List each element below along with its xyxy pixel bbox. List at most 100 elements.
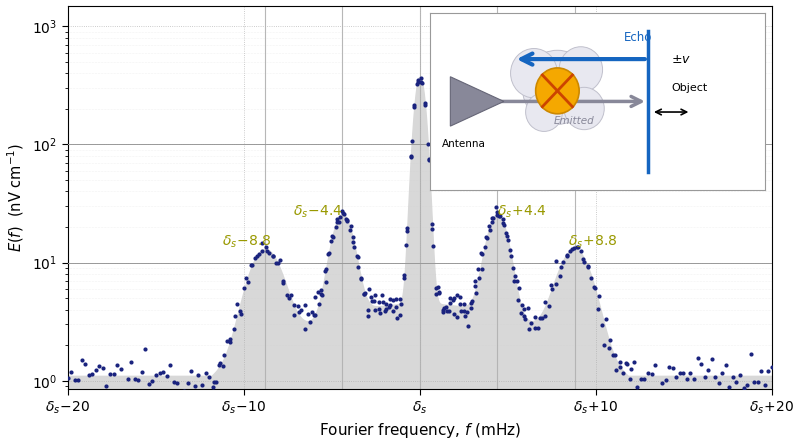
Point	[462, 323, 474, 330]
Point	[469, 282, 482, 289]
Point	[223, 339, 236, 346]
Point	[659, 376, 672, 384]
Point	[411, 77, 424, 84]
Point	[171, 379, 184, 386]
Point	[139, 346, 152, 353]
Point	[418, 100, 431, 107]
Point	[577, 256, 590, 263]
Point	[245, 261, 258, 268]
Point	[694, 361, 707, 368]
Point	[751, 379, 764, 386]
Point	[426, 225, 438, 232]
Point	[326, 234, 339, 241]
Point	[497, 216, 510, 223]
Point	[496, 219, 509, 226]
Point	[79, 361, 92, 368]
Point	[426, 220, 438, 227]
Point	[501, 233, 514, 240]
Point	[448, 310, 461, 318]
Point	[719, 362, 732, 369]
Point	[663, 363, 676, 371]
Point	[688, 376, 701, 383]
Point	[625, 365, 638, 372]
Point	[578, 258, 590, 265]
Point	[415, 74, 428, 81]
Point	[263, 249, 276, 256]
Point	[207, 378, 220, 385]
Point	[252, 251, 265, 258]
Point	[595, 321, 608, 328]
Point	[744, 351, 757, 358]
Point	[224, 335, 237, 343]
Point	[522, 305, 534, 312]
Point	[221, 337, 234, 344]
Point	[329, 223, 342, 231]
Point	[617, 369, 630, 376]
Text: $\delta_s\!-\!8.8$: $\delta_s\!-\!8.8$	[222, 233, 272, 250]
Point	[160, 372, 173, 380]
Point	[567, 245, 580, 252]
Point	[503, 246, 516, 253]
Point	[539, 313, 552, 320]
Point	[507, 264, 520, 272]
Point	[308, 312, 321, 319]
Point	[75, 356, 88, 363]
Point	[589, 285, 602, 292]
Point	[309, 312, 322, 319]
Point	[274, 256, 286, 264]
Point	[532, 324, 545, 331]
Point	[355, 275, 368, 282]
Point	[256, 240, 269, 247]
Point	[411, 79, 424, 86]
Point	[458, 312, 471, 319]
Point	[135, 368, 148, 376]
Point	[447, 294, 460, 301]
Point	[494, 213, 506, 220]
Point	[475, 249, 488, 256]
Point	[383, 304, 396, 311]
Point	[206, 384, 219, 391]
Point	[620, 360, 633, 367]
Point	[502, 236, 514, 243]
Point	[566, 245, 578, 252]
Point	[603, 336, 616, 343]
Point	[213, 361, 226, 368]
Point	[442, 307, 455, 314]
Point	[298, 302, 311, 309]
Point	[323, 249, 336, 256]
Point	[357, 290, 370, 297]
Point	[229, 312, 242, 319]
Point	[309, 293, 322, 300]
Point	[408, 103, 421, 111]
Point	[350, 252, 363, 260]
Point	[464, 300, 477, 307]
Point	[624, 376, 637, 383]
Point	[627, 358, 640, 365]
Point	[369, 306, 382, 314]
Point	[500, 230, 513, 237]
Point	[681, 376, 694, 383]
Point	[400, 241, 413, 248]
Point	[293, 309, 306, 316]
Point	[401, 225, 414, 232]
Point	[281, 291, 294, 298]
Point	[451, 292, 464, 299]
Point	[741, 382, 754, 389]
Point	[196, 381, 209, 388]
Point	[426, 242, 439, 249]
Point	[291, 303, 304, 310]
Text: $\delta_s\!-\!4.4$: $\delta_s\!-\!4.4$	[293, 204, 342, 220]
Point	[199, 370, 212, 377]
Point	[336, 207, 349, 215]
Point	[535, 314, 548, 321]
Point	[344, 222, 357, 229]
Point	[210, 378, 222, 385]
Point	[338, 211, 350, 218]
Point	[245, 262, 258, 269]
Point	[491, 209, 504, 216]
Point	[515, 301, 528, 309]
Point	[677, 370, 690, 377]
Point	[486, 214, 499, 221]
Point	[458, 307, 471, 314]
Point	[433, 289, 446, 296]
